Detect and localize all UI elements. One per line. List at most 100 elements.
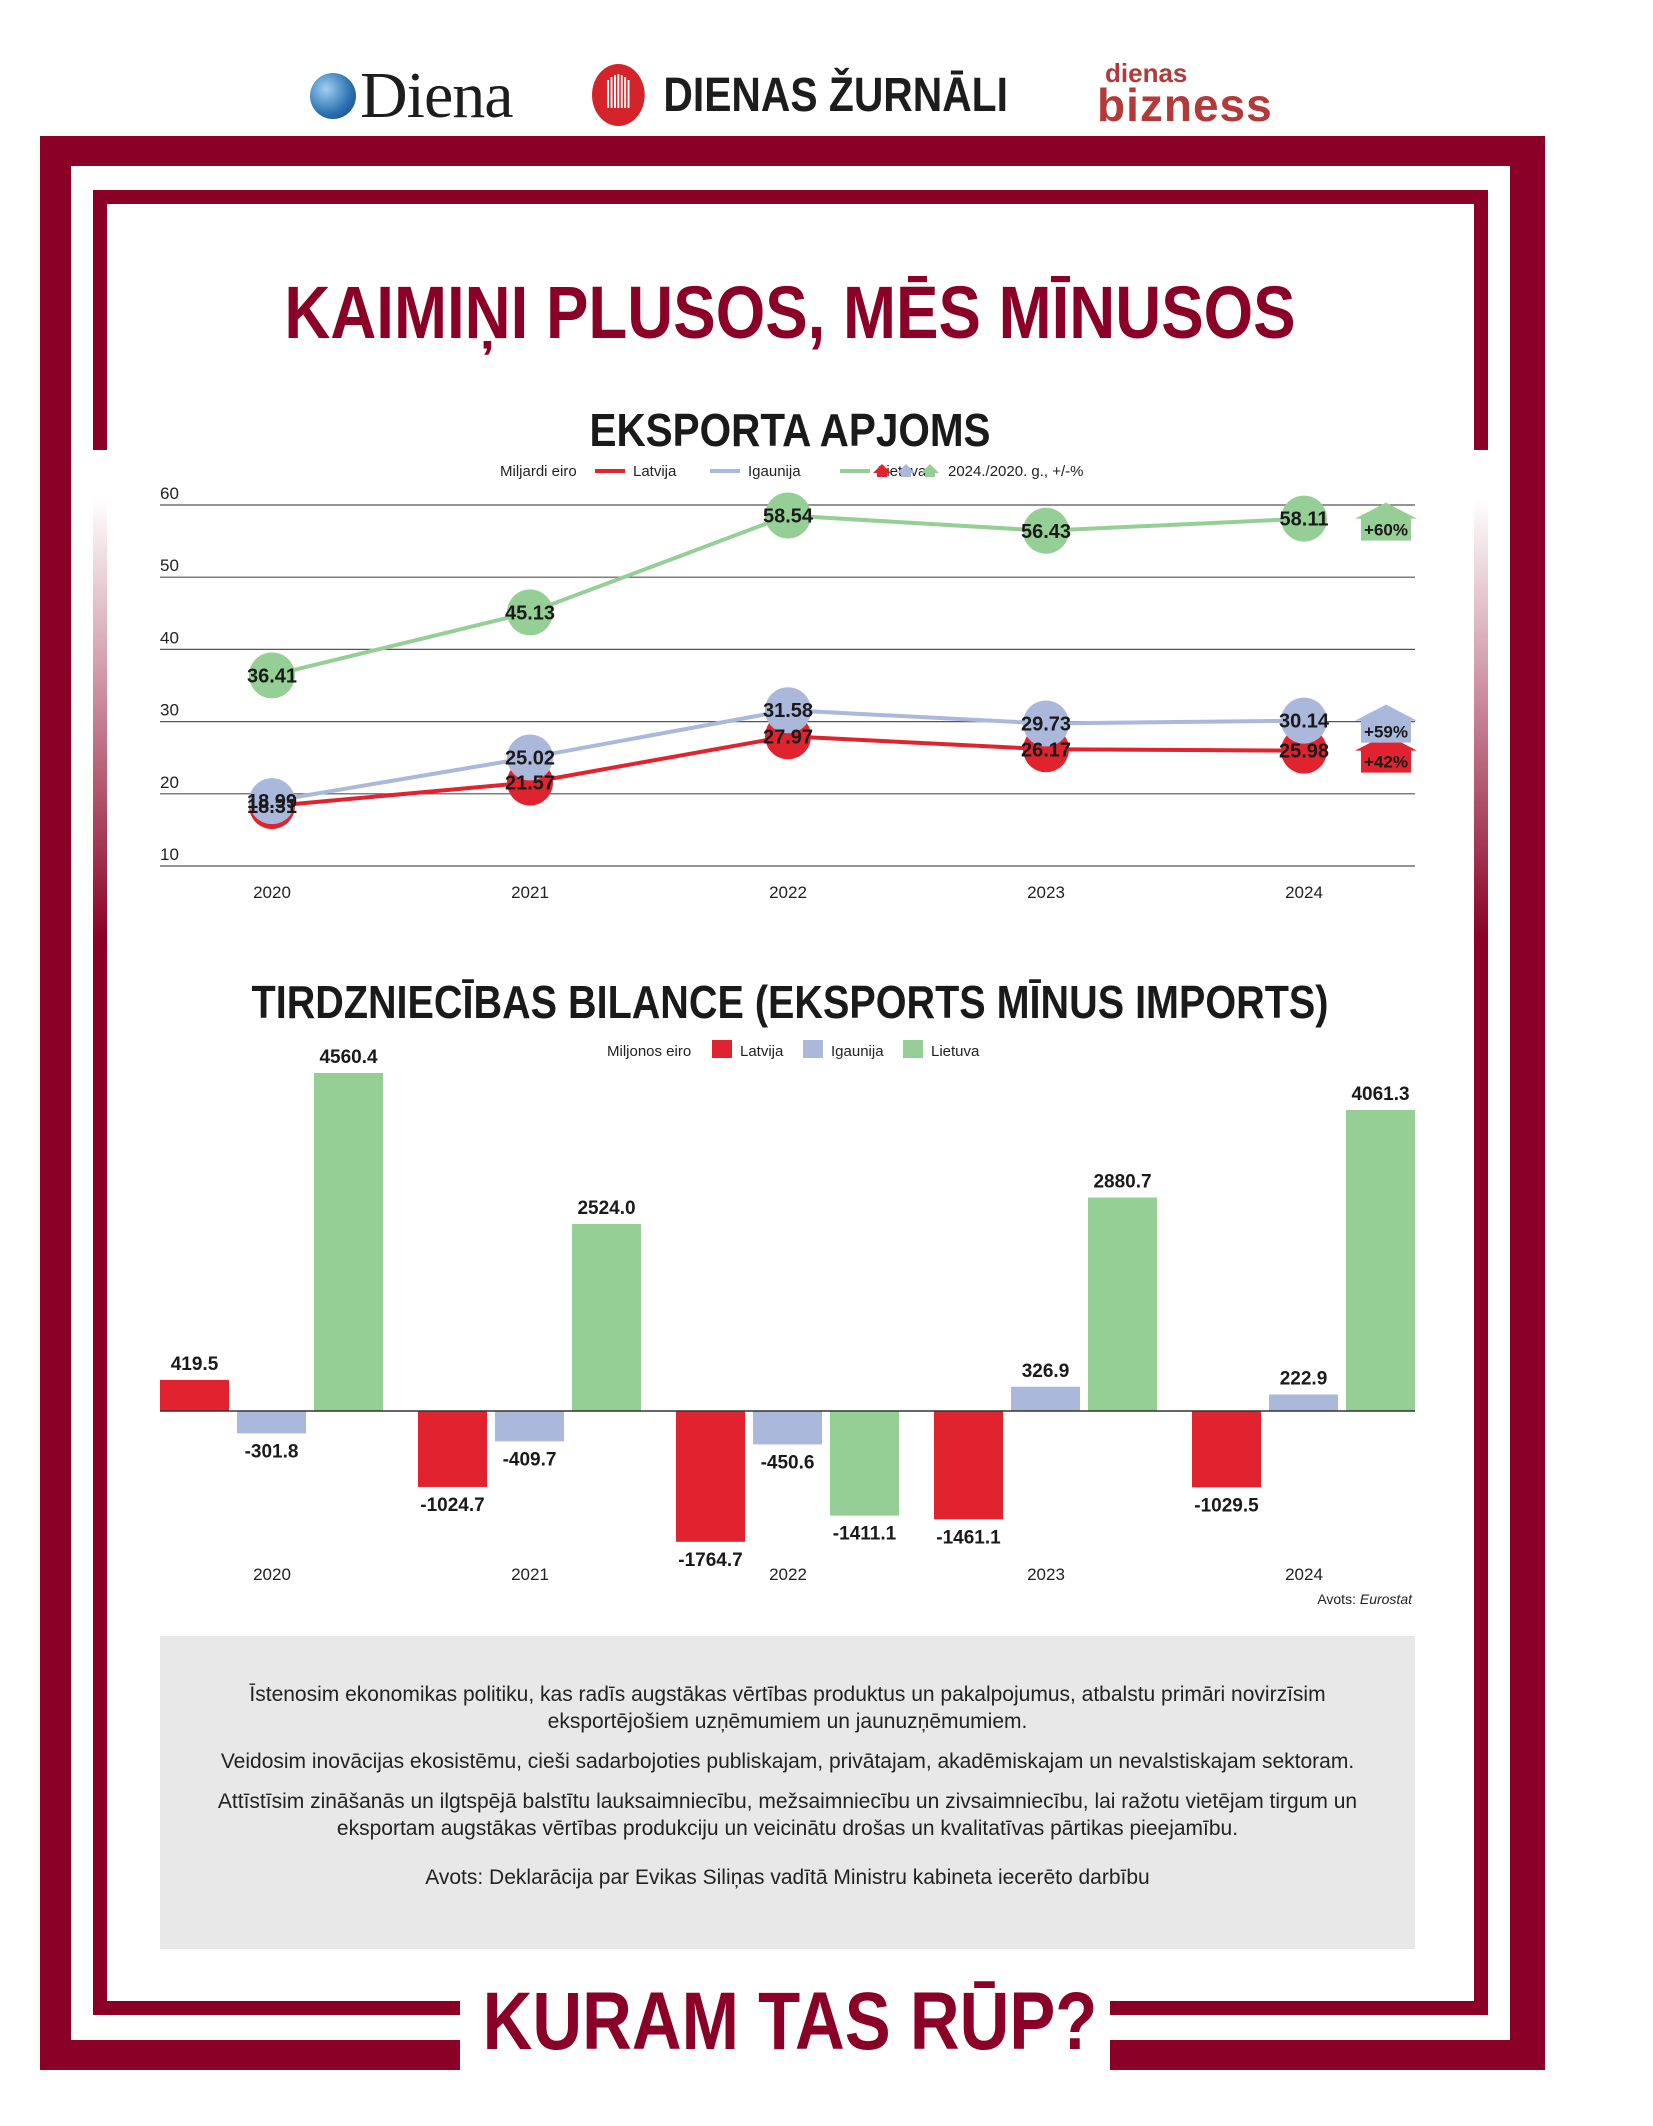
- logo-dienas-bizness: dienas bizness: [1097, 60, 1273, 128]
- data-label-igaunija-2024: 30.14: [1279, 711, 1330, 733]
- footer-gap: [460, 1960, 1110, 2075]
- point-igaunija-2022: [765, 687, 811, 734]
- change-arrow-lietuva: [1355, 502, 1417, 541]
- data-label-latvija-2023: 26.17: [1021, 739, 1071, 761]
- frame-fade-right: [1450, 450, 1495, 940]
- point-lietuva-2023: [1023, 507, 1069, 554]
- x-tick-label-2022: 2022: [769, 883, 807, 902]
- change-arrow-latvija: [1355, 734, 1417, 773]
- bar-legend-swatch-lietuva: [903, 1040, 923, 1058]
- main-title: KAIMIŅI PLUSOS, MĒS MĪNUSOS: [284, 271, 1296, 354]
- y-tick-label-50: 50: [160, 556, 179, 575]
- change-label-lietuva: +60%: [1364, 521, 1408, 540]
- bar-label-igaunija-2024: 222.9: [1280, 1368, 1328, 1389]
- bar-label-igaunija-2020: -301.8: [245, 1441, 299, 1462]
- bar-latvija-2024: [1192, 1411, 1261, 1488]
- footer-title: KURAM TAS RŪP?: [482, 1976, 1098, 2067]
- bar-label-igaunija-2021: -409.7: [503, 1449, 557, 1470]
- bar-igaunija-2024: [1269, 1394, 1338, 1411]
- x-tick-label-2023: 2023: [1027, 883, 1065, 902]
- bar-x-tick-label-2024: 2024: [1285, 1565, 1323, 1584]
- point-lietuva-2021: [507, 589, 553, 636]
- data-label-igaunija-2023: 29.73: [1021, 714, 1071, 736]
- bar-label-latvija-2022: -1764.7: [678, 1550, 742, 1571]
- y-tick-label-20: 20: [160, 773, 179, 792]
- trade-balance-bar-chart: Miljonos eiro Latvija Igaunija Lietuva 419.5…: [160, 1040, 1415, 1607]
- legend-change-label: 2024./2020. g., +/-%: [948, 463, 1084, 480]
- bar-lietuva-2020: [314, 1073, 383, 1411]
- bar-label-latvija-2020: 419.5: [171, 1354, 219, 1375]
- data-label-igaunija-2022: 31.58: [763, 700, 813, 722]
- x-tick-label-2024: 2024: [1285, 883, 1323, 902]
- data-label-latvija-2022: 27.97: [763, 726, 813, 748]
- bar-label-lietuva-2024: 4061.3: [1351, 1084, 1409, 1105]
- bar-legend-label-latvija: Latvija: [740, 1043, 784, 1060]
- bar-latvija-2021: [418, 1411, 487, 1487]
- legend-label-latvija: Latvija: [633, 463, 677, 480]
- bar-label-lietuva-2021: 2524.0: [577, 1198, 635, 1219]
- logo-diena: Diena: [310, 58, 514, 134]
- y-tick-label-30: 30: [160, 701, 179, 720]
- bar-lietuva-2024: [1346, 1109, 1415, 1411]
- dienas-zurnali-mark-icon: [592, 64, 645, 126]
- logo-dienas-zurnali: DIENAS ŽURNĀLI: [592, 64, 1008, 126]
- bar-latvija-2022: [676, 1411, 745, 1542]
- bar-legend-swatch-igaunija: [803, 1040, 823, 1058]
- legend-label-igaunija: Igaunija: [748, 463, 801, 480]
- bar-label-latvija-2023: -1461.1: [936, 1527, 1001, 1548]
- legend-unit-label: Miljardi eiro: [500, 463, 577, 480]
- point-igaunija-2020: [249, 778, 295, 825]
- bar-x-tick-label-2021: 2021: [511, 1565, 549, 1584]
- data-label-lietuva-2020: 36.41: [247, 665, 297, 687]
- bar-igaunija-2021: [495, 1411, 564, 1442]
- bar-igaunija-2022: [753, 1411, 822, 1445]
- bar-lietuva-2021: [572, 1223, 641, 1411]
- source-note: Avots: Eurostat: [1317, 1591, 1413, 1607]
- bar-legend-swatch-latvija: [712, 1040, 732, 1058]
- bar-igaunija-2023: [1011, 1386, 1080, 1411]
- y-tick-label-60: 60: [160, 484, 179, 503]
- globe-icon: [310, 73, 356, 119]
- legend-arrow-icon-lietuva: [921, 464, 939, 477]
- info-paragraph-3: Attīstīsim zināšanās un ilgtspējā balstī…: [217, 1790, 1358, 1840]
- bar-latvija-2020: [160, 1379, 229, 1411]
- bar-lietuva-2022: [830, 1411, 899, 1516]
- bar-igaunija-2020: [237, 1411, 306, 1434]
- bar-label-lietuva-2020: 4560.4: [319, 1047, 378, 1068]
- point-lietuva-2022: [765, 492, 811, 539]
- declaration-info-box: Īstenosim ekonomikas politiku, kas radīs…: [160, 1636, 1415, 1949]
- info-source: Avots: Deklarācija par Evikas Siliņas va…: [425, 1866, 1150, 1889]
- point-igaunija-2023: [1023, 700, 1069, 747]
- bar-legend-label-lietuva: Lietuva: [931, 1043, 980, 1060]
- bar-legend-unit-label: Miljonos eiro: [607, 1043, 691, 1060]
- y-tick-label-10: 10: [160, 845, 179, 864]
- book-stack-icon: [607, 74, 630, 108]
- point-igaunija-2021: [507, 734, 553, 781]
- bar-x-tick-label-2020: 2020: [253, 1565, 291, 1584]
- logo-dienas-zurnali-text: DIENAS ŽURNĀLI: [663, 68, 1008, 122]
- logo-bizness-top: dienas: [1105, 58, 1188, 88]
- source-label: Avots:: [1317, 1591, 1360, 1607]
- y-tick-label-40: 40: [160, 628, 179, 647]
- export-chart-title: EKSPORTA APJOMS: [589, 404, 991, 456]
- export-line-chart: Miljardi eiroLatvijaIgaunijaLietuva2024.…: [160, 463, 1417, 902]
- bar-x-tick-label-2022: 2022: [769, 1565, 807, 1584]
- data-label-lietuva-2021: 45.13: [505, 602, 555, 624]
- bar-label-lietuva-2023: 2880.7: [1093, 1171, 1151, 1192]
- x-tick-label-2021: 2021: [511, 883, 549, 902]
- bar-latvija-2023: [934, 1411, 1003, 1520]
- data-label-lietuva-2022: 58.54: [763, 506, 814, 528]
- bar-label-latvija-2021: -1024.7: [420, 1495, 484, 1516]
- point-lietuva-2020: [249, 652, 295, 699]
- frame-fade-left: [90, 450, 130, 940]
- bar-label-igaunija-2022: -450.6: [761, 1452, 815, 1473]
- bar-lietuva-2023: [1088, 1197, 1157, 1411]
- bar-x-tick-label-2023: 2023: [1027, 1565, 1065, 1584]
- data-label-lietuva-2023: 56.43: [1021, 521, 1071, 543]
- legend-arrow-icon-igaunija: [897, 464, 915, 477]
- point-igaunija-2024: [1281, 697, 1327, 744]
- bar-label-igaunija-2023: 326.9: [1022, 1361, 1070, 1382]
- logo-bizness-bottom: bizness: [1097, 79, 1273, 131]
- data-label-latvija-2024: 25.98: [1279, 741, 1329, 763]
- x-tick-label-2020: 2020: [253, 883, 291, 902]
